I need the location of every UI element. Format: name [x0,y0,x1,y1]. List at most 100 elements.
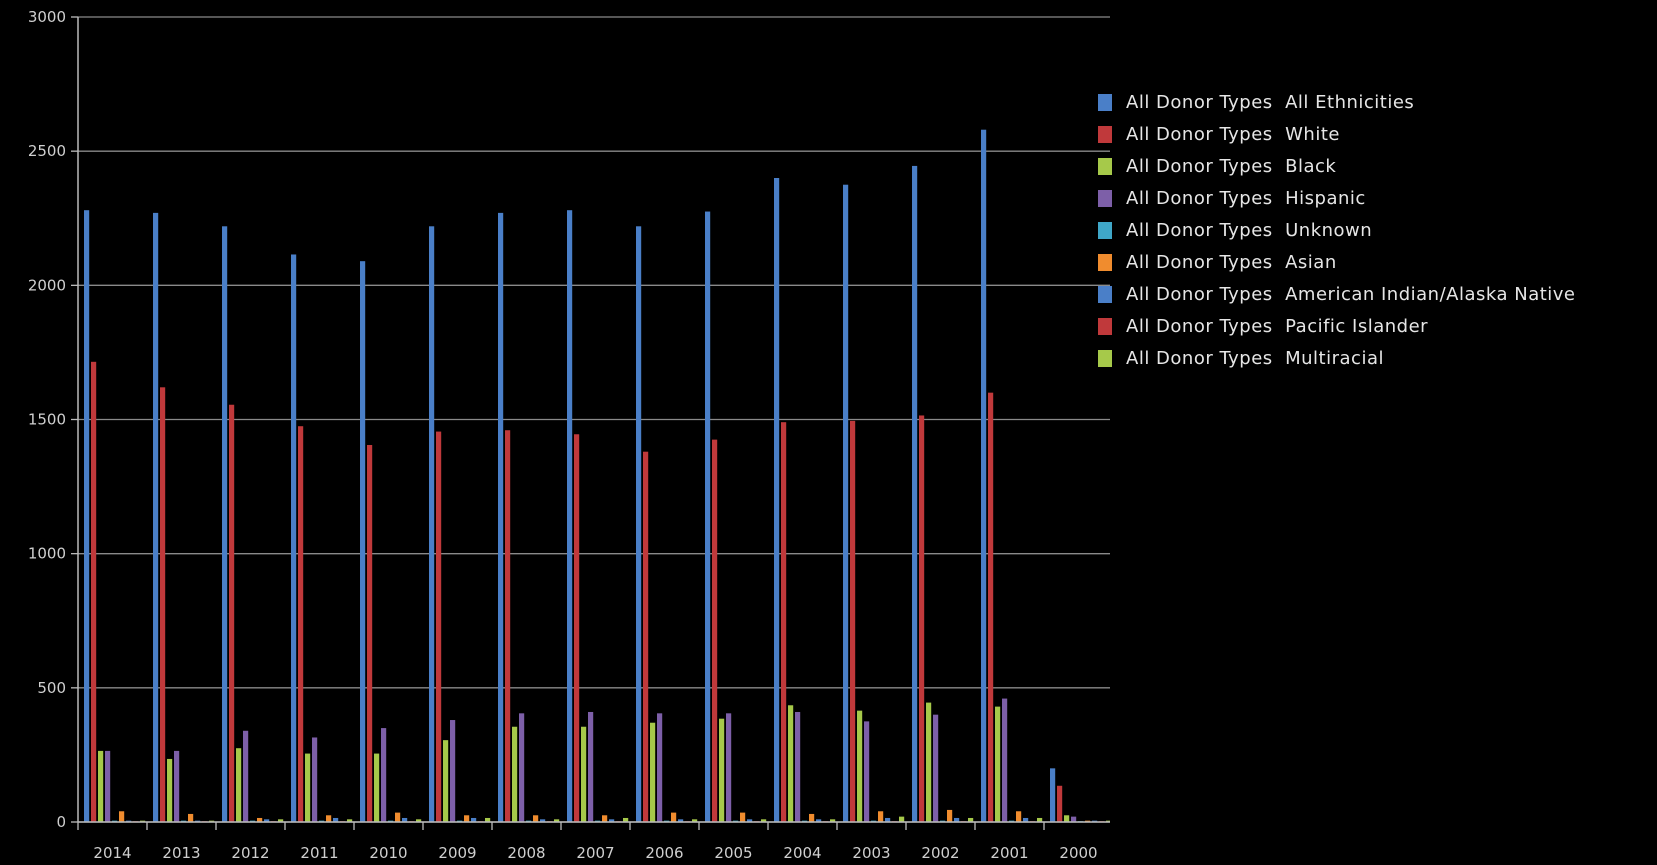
bar-2005-series-1 [712,439,718,822]
bar-2010-series-3 [381,728,387,822]
bar-2011-series-3 [312,737,318,822]
bar-2009-series-8 [485,817,491,822]
bar-2007-series-1 [574,434,580,822]
bar-2005-series-5 [740,812,746,822]
legend-swatch [1098,125,1112,143]
bar-2008-series-1 [505,430,511,822]
legend-label: All Donor Types Pacific Islander [1126,315,1429,337]
y-tick-label: 2500 [28,142,66,160]
bar-2008-series-8 [554,819,560,822]
y-tick-label: 1500 [28,411,66,429]
bar-2003-series-5 [878,811,884,822]
y-tick-label: 1000 [28,545,66,563]
bar-2005-series-3 [726,713,732,822]
y-tick-label: 3000 [28,8,66,26]
legend-item: All Donor Types Black [1098,150,1576,182]
bar-2000-series-3 [1071,816,1077,822]
bar-2004-series-1 [781,422,787,822]
legend-item: All Donor Types Asian [1098,246,1576,278]
legend-item: All Donor Types American Indian/Alaska N… [1098,278,1576,310]
bar-2002-series-5 [947,809,953,822]
bar-2002-series-1 [919,415,925,822]
bar-2001-series-1 [988,392,994,822]
legend-item: All Donor Types White [1098,118,1576,150]
bar-2002-series-0 [912,165,918,823]
bar-2014-series-3 [105,750,111,822]
legend-label: All Donor Types Hispanic [1126,187,1366,209]
legend-label: All Donor Types All Ethnicities [1126,91,1415,113]
bar-2007-series-6 [609,819,615,822]
bar-2013-series-2 [167,758,173,822]
bar-2006-series-8 [692,819,698,822]
bar-2014-series-1 [91,361,97,822]
grid-lines [71,16,1110,823]
legend-label: All Donor Types American Indian/Alaska N… [1126,283,1576,305]
bar-2014-series-2 [98,750,104,822]
bar-2007-series-8 [623,817,629,822]
x-tick-label: 2010 [369,844,407,862]
bar-2005-series-6 [747,819,753,822]
legend-swatch [1098,189,1112,207]
bar-2010-series-0 [360,261,366,822]
bar-2006-series-0 [636,226,642,823]
bar-2013-series-5 [188,813,194,822]
bar-2011-series-0 [291,254,297,823]
bar-2006-series-5 [671,812,677,822]
bar-2005-series-8 [761,819,767,822]
bar-2009-series-2 [443,740,449,822]
x-tick-label: 2011 [300,844,338,862]
x-tick-label: 2005 [714,844,752,862]
bar-2008-series-3 [519,713,525,822]
legend: All Donor Types All Ethnicities All Donor… [1098,86,1576,374]
bar-2004-series-0 [774,178,780,822]
legend-swatch [1098,317,1112,335]
x-tick-label: 2003 [852,844,890,862]
bar-2004-series-5 [809,813,815,822]
legend-item: All Donor Types Hispanic [1098,182,1576,214]
y-axis-tick-labels: 0 500 1000 1500 2000 2500 3000 [28,8,66,831]
y-tick-label: 2000 [28,276,66,294]
bar-2000-series-0 [1050,768,1056,822]
bar-2009-series-5 [464,815,470,822]
legend-label: All Donor Types Black [1126,155,1337,177]
bar-2012-series-6 [264,819,270,822]
legend-item: All Donor Types All Ethnicities [1098,86,1576,118]
bar-2012-series-1 [229,404,235,822]
y-tick-label: 500 [37,679,66,697]
bar-2011-series-6 [333,817,339,822]
bar-2001-series-2 [995,706,1001,822]
bar-2001-series-3 [1002,698,1008,822]
bar-2000-series-2 [1064,815,1070,822]
bar-2000-series-1 [1057,785,1063,822]
bar-2001-series-5 [1016,811,1022,822]
bar-2011-series-5 [326,815,332,822]
x-tick-label: 2007 [576,844,614,862]
legend-swatch [1098,349,1112,367]
bar-2011-series-1 [298,426,304,822]
bar-2006-series-2 [650,722,656,822]
axes [77,17,1110,830]
bar-2003-series-1 [850,420,856,822]
y-tick-label: 0 [56,813,66,831]
bar-2003-series-6 [885,817,891,822]
bar-2004-series-6 [816,819,822,822]
bar-2011-series-2 [305,753,311,822]
bar-2014-series-0 [84,210,90,822]
x-tick-label: 2014 [93,844,131,862]
bar-2007-series-3 [588,711,594,822]
bar-2007-series-5 [602,815,608,822]
legend-label: All Donor Types Unknown [1126,219,1373,241]
bar-2003-series-0 [843,184,849,823]
bar-2009-series-0 [429,226,435,823]
bar-2004-series-2 [788,705,794,822]
bar-2008-series-2 [512,726,518,822]
bar-2010-series-6 [402,817,408,822]
bar-2002-series-6 [954,817,960,822]
bar-2013-series-1 [160,387,166,822]
bar-2013-series-3 [174,750,180,822]
x-tick-label: 2008 [507,844,545,862]
bar-2001-series-0 [981,129,987,822]
legend-item: All Donor Types Unknown [1098,214,1576,246]
bar-2003-series-2 [857,710,863,822]
